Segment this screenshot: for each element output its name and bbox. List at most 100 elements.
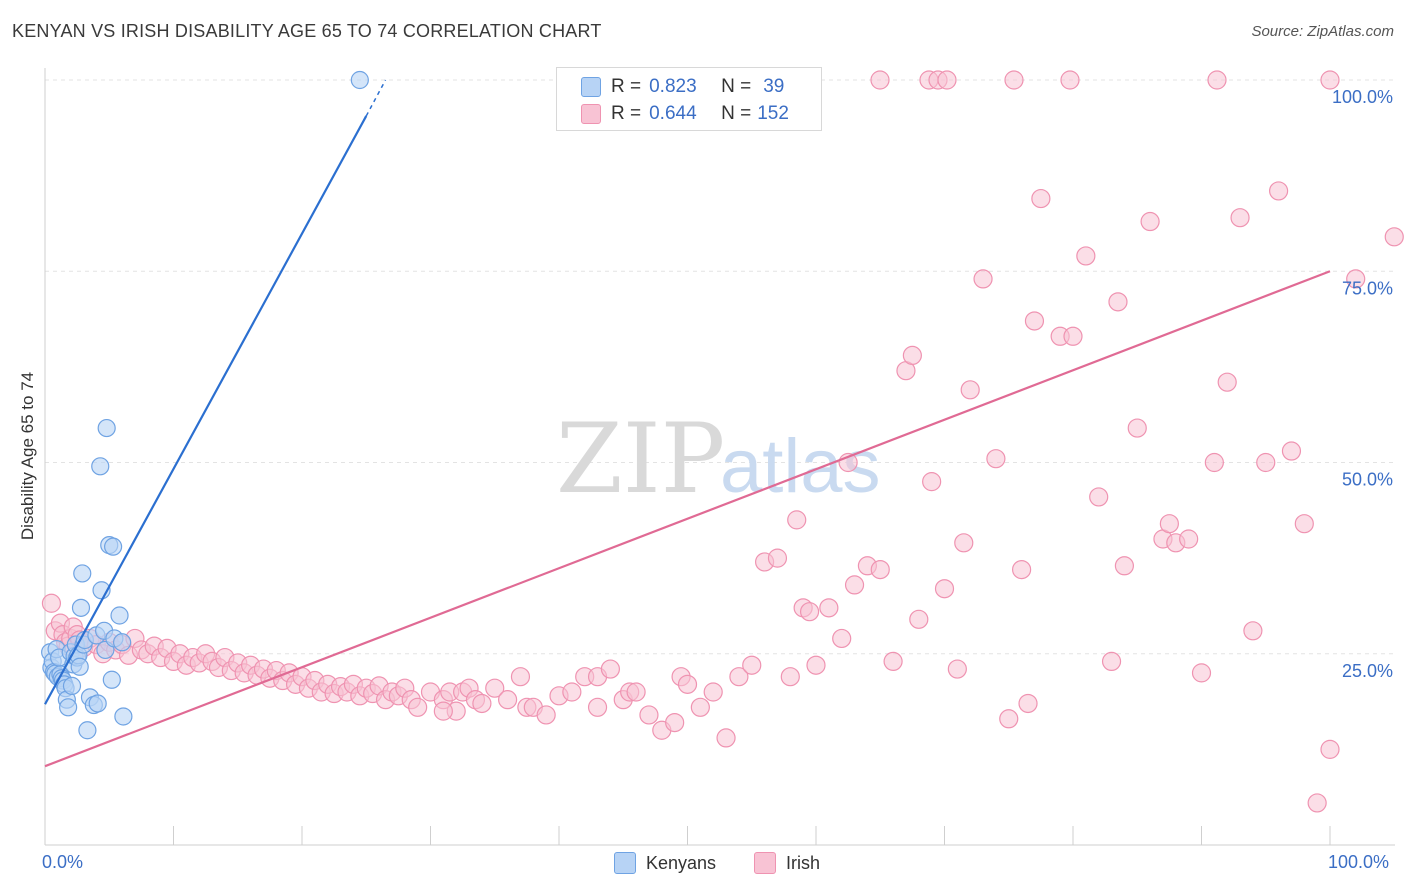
irish-point [870, 70, 890, 90]
irish-point [433, 701, 453, 721]
chart-title: KENYAN VS IRISH DISABILITY AGE 65 TO 74 … [12, 21, 602, 41]
kenyan-point [73, 564, 92, 583]
irish-point [1127, 418, 1147, 438]
kenyans-legend-swatch [614, 852, 636, 874]
irish-point [954, 533, 974, 553]
irish-point [1024, 311, 1045, 331]
y-tick-label: 100.0% [1332, 87, 1393, 107]
irish-point [587, 697, 608, 717]
y-tick-labels: 25.0% 50.0% 75.0% 100.0% [1332, 87, 1393, 681]
kenyan-point [350, 70, 369, 90]
y-tick-label: 25.0% [1342, 661, 1393, 681]
irish-point [1114, 556, 1135, 576]
irish-point [1060, 70, 1080, 90]
kenyan-trend-extension [365, 79, 387, 117]
irish-point [408, 697, 428, 717]
irish-point [562, 682, 582, 702]
irish-point [960, 380, 980, 400]
irish-n-label: N = [721, 103, 752, 124]
irish-point [1281, 441, 1302, 461]
source-label: Source: ZipAtlas.com [1251, 23, 1394, 40]
irish-point [832, 628, 852, 649]
irish-point [883, 651, 903, 672]
irish-point [716, 728, 736, 748]
kenyan-point [88, 694, 107, 713]
irish-legend-swatch [754, 852, 776, 874]
correlation-legend: R = 0.823 N = 39 R = 0.644 N = 152 [556, 67, 822, 131]
irish-point [806, 655, 826, 675]
irish-point [1207, 70, 1227, 90]
irish-point [703, 682, 723, 702]
irish-point [1230, 208, 1250, 228]
irish-swatch [581, 104, 601, 124]
y-tick-label: 75.0% [1342, 278, 1393, 298]
irish-point [986, 449, 1006, 469]
irish-point [1384, 227, 1404, 247]
irish-point [799, 602, 820, 622]
kenyan-n-label: N = [721, 76, 752, 97]
irish-point [41, 593, 62, 613]
irish-point [510, 667, 531, 687]
trend-lines [44, 79, 1331, 768]
irish-points [41, 70, 1404, 813]
irish-point [1108, 292, 1128, 312]
kenyans-legend-label: Kenyans [646, 852, 717, 873]
irish-point [947, 659, 967, 679]
irish-point [937, 70, 957, 90]
kenyan-r-value: 0.823 [649, 76, 697, 97]
irish-point [536, 705, 556, 725]
irish-point [1140, 211, 1160, 232]
bottom-legend-kenyans: Kenyans [614, 852, 716, 874]
irish-point [665, 712, 685, 733]
kenyan-n-value: 39 [763, 76, 785, 97]
irish-point [742, 655, 762, 675]
irish-point [626, 682, 646, 702]
irish-point [677, 674, 698, 694]
irish-point [729, 667, 749, 687]
irish-point [1204, 452, 1224, 473]
irish-point [844, 575, 865, 595]
irish-point [1256, 452, 1276, 473]
irish-point [600, 659, 621, 679]
irish-n-value: 152 [757, 103, 789, 124]
x-tick-label-max: 100.0% [1328, 852, 1390, 872]
y-tick-label: 50.0% [1342, 470, 1393, 490]
irish-point [1018, 693, 1038, 714]
irish-point [485, 678, 505, 698]
irish-point [1243, 621, 1263, 641]
kenyan-point [71, 598, 91, 617]
irish-point [902, 345, 922, 365]
kenyan-point [78, 721, 97, 740]
kenyan-point [70, 657, 89, 676]
irish-r-value: 0.644 [649, 103, 697, 124]
kenyan-point [59, 698, 78, 717]
watermark: ZIP atlas [556, 403, 881, 515]
irish-point [1089, 487, 1109, 507]
kenyan-point [114, 707, 133, 726]
irish-point [472, 693, 492, 714]
irish-point [1346, 269, 1366, 289]
kenyan-trend-line [44, 115, 368, 705]
kenyan-points [41, 70, 369, 740]
irish-point [690, 697, 710, 717]
irish-point [1101, 651, 1122, 672]
irish-point [787, 510, 807, 530]
irish-point [819, 598, 839, 618]
axes [44, 68, 1395, 846]
irish-point [780, 667, 800, 687]
kenyan-point [91, 457, 110, 476]
irish-point [639, 705, 659, 725]
irish-point [934, 579, 955, 599]
irish-point [1217, 372, 1237, 392]
bottom-legend-irish: Irish [754, 852, 820, 874]
irish-r-label: R = [611, 103, 642, 124]
kenyan-point [97, 418, 116, 438]
irish-point [1004, 70, 1024, 90]
kenyan-point [102, 670, 121, 689]
irish-point [498, 690, 518, 710]
irish-point [999, 709, 1019, 729]
irish-trend-line [44, 270, 1331, 768]
kenyan-point [110, 606, 129, 625]
irish-point [870, 559, 890, 580]
